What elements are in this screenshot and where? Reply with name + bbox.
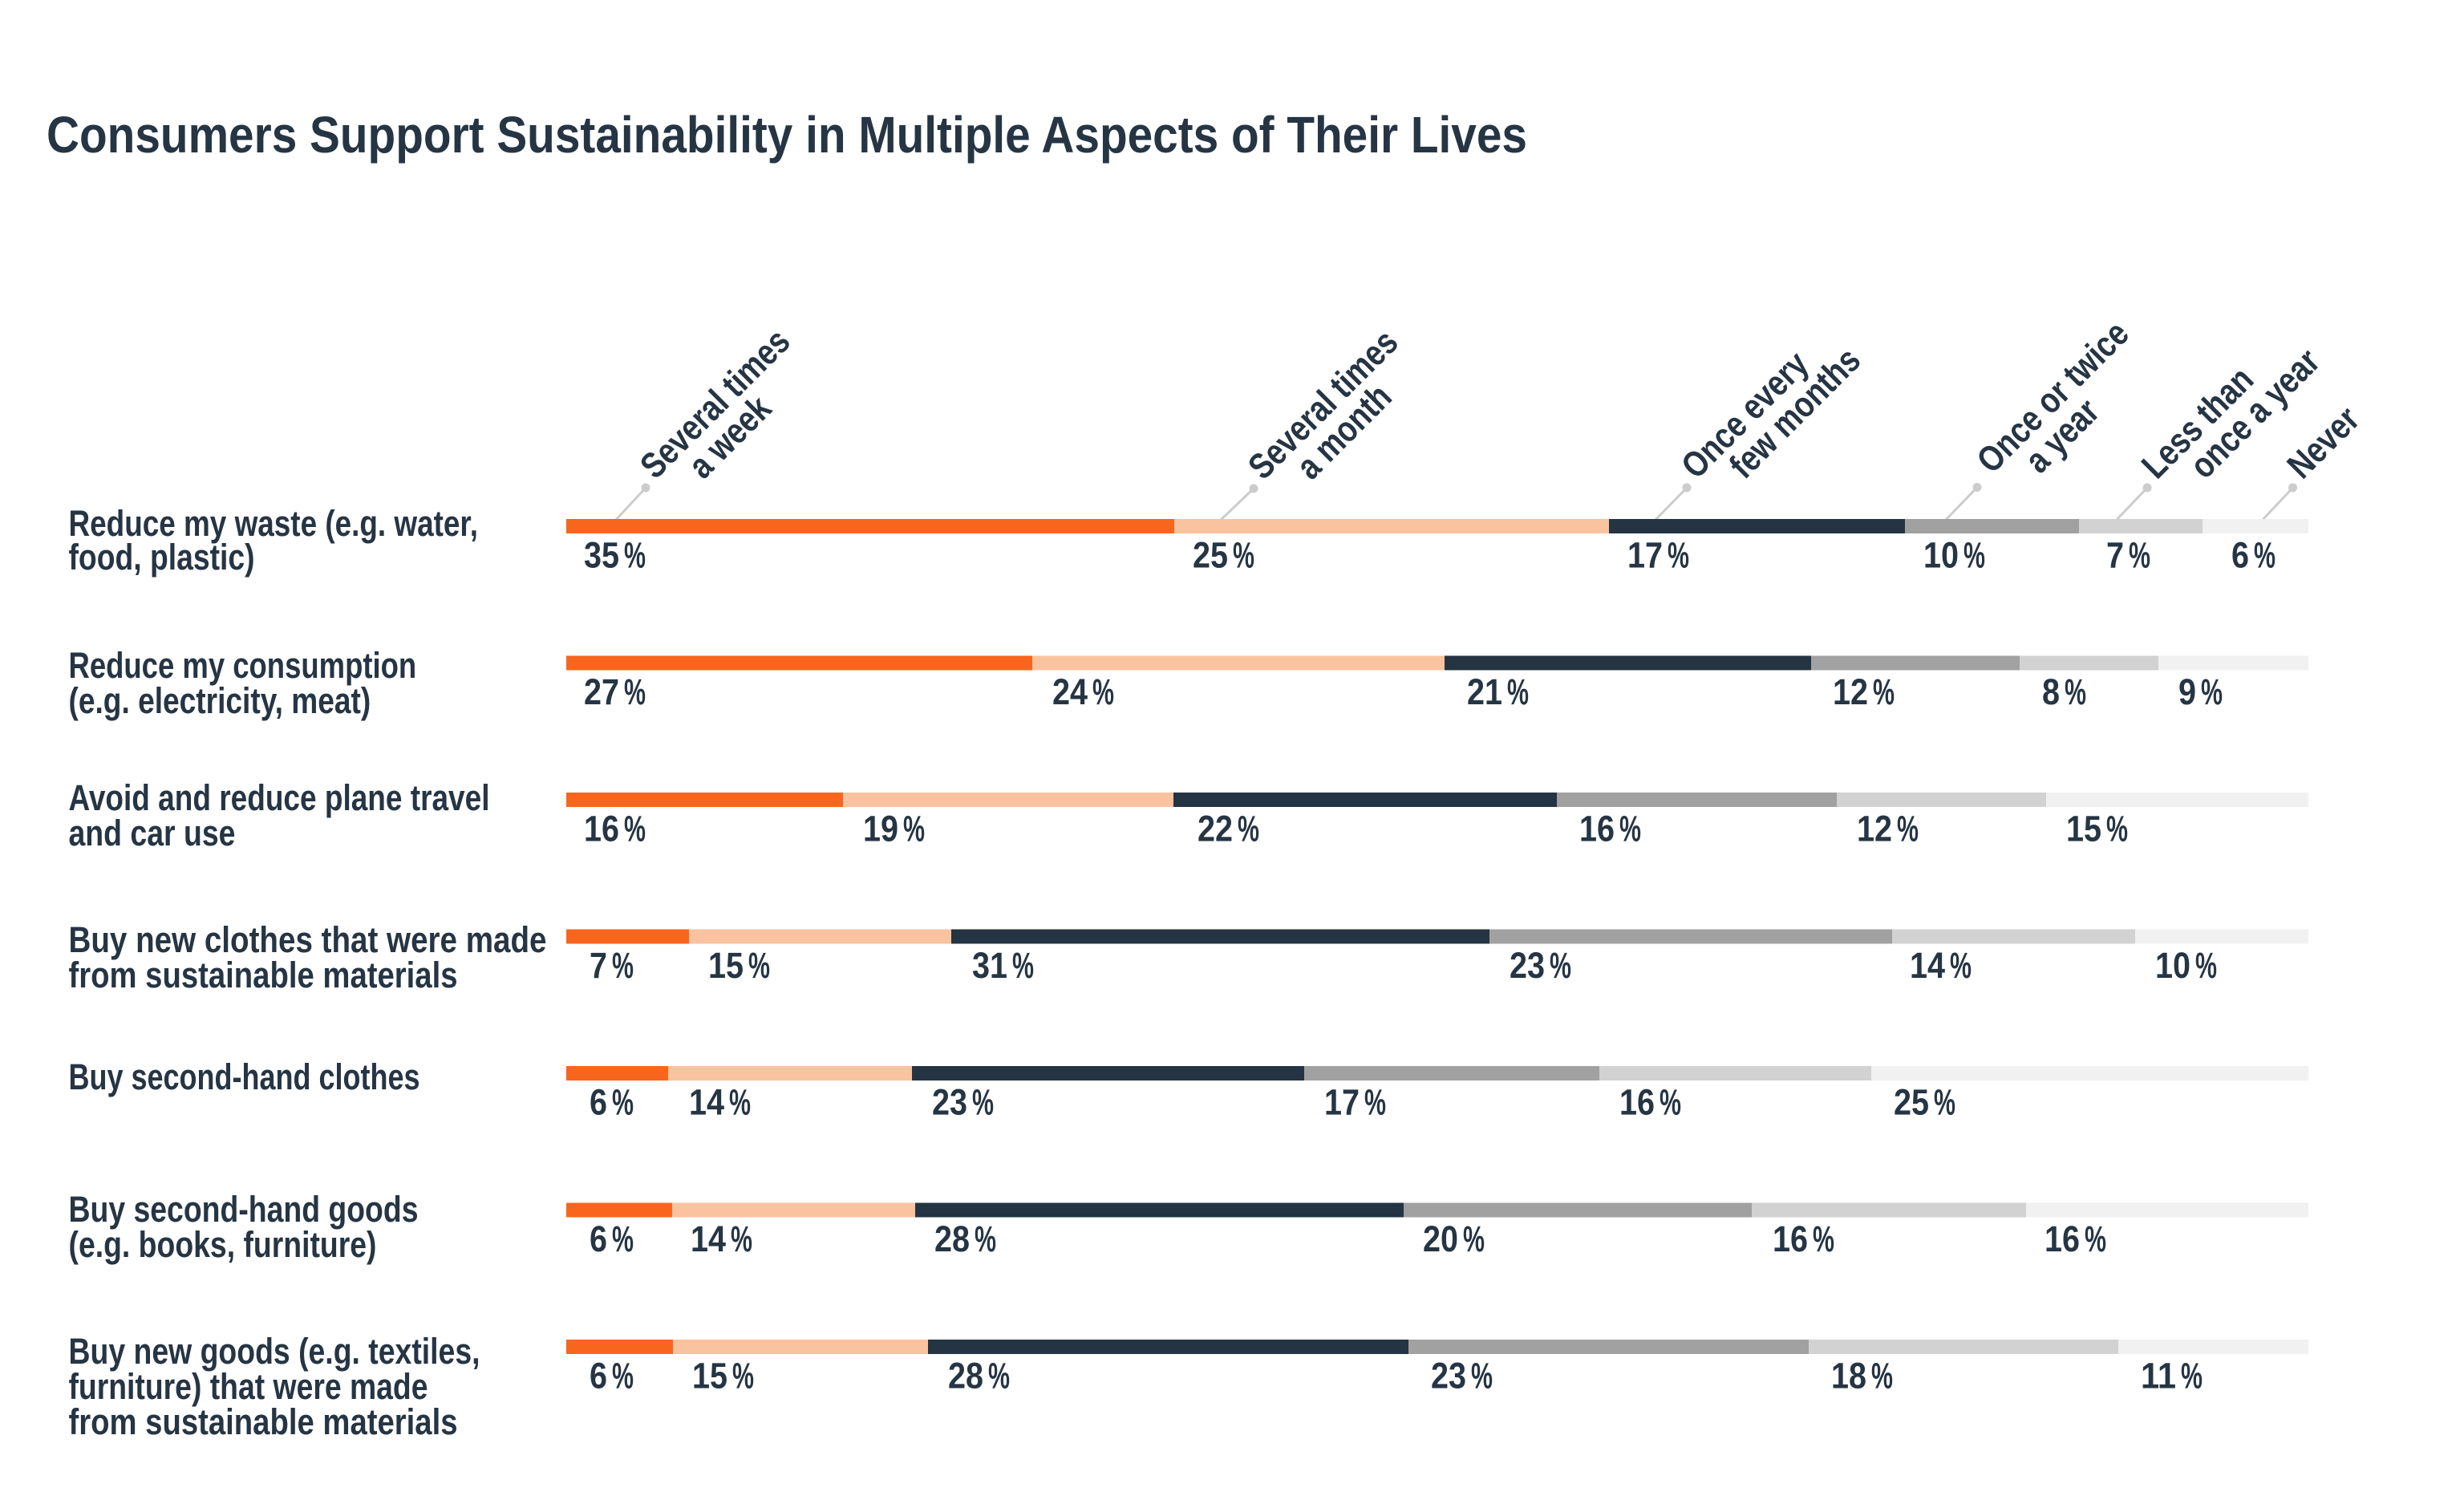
svg-text:25%: 25% xyxy=(1894,1081,1955,1122)
svg-text:Buy second-hand clothes: Buy second-hand clothes xyxy=(69,1056,420,1097)
svg-text:Buy new goods (e.g. textiles,: Buy new goods (e.g. textiles, xyxy=(69,1331,480,1372)
svg-text:14%: 14% xyxy=(1910,945,1972,986)
svg-text:6%: 6% xyxy=(2231,534,2276,575)
svg-text:7%: 7% xyxy=(590,945,634,986)
svg-text:16%: 16% xyxy=(1619,1081,1681,1122)
svg-text:31%: 31% xyxy=(972,945,1034,986)
svg-text:20%: 20% xyxy=(1423,1218,1485,1259)
svg-text:16%: 16% xyxy=(584,808,646,849)
svg-text:18%: 18% xyxy=(1831,1355,1893,1396)
svg-text:12%: 12% xyxy=(1833,671,1895,712)
svg-text:from sustainable materials: from sustainable materials xyxy=(69,1401,458,1442)
svg-text:21%: 21% xyxy=(1467,671,1529,712)
svg-text:28%: 28% xyxy=(948,1355,1010,1396)
svg-text:10%: 10% xyxy=(2155,945,2217,986)
svg-text:24%: 24% xyxy=(1052,671,1114,712)
svg-text:from sustainable materials: from sustainable materials xyxy=(69,955,458,995)
svg-text:8%: 8% xyxy=(2042,671,2086,712)
svg-text:6%: 6% xyxy=(590,1355,634,1396)
svg-text:16%: 16% xyxy=(1579,808,1641,849)
svg-text:15%: 15% xyxy=(708,945,770,986)
svg-text:35%: 35% xyxy=(584,534,646,575)
svg-text:Buy new clothes that were made: Buy new clothes that were made xyxy=(69,919,547,960)
svg-text:14%: 14% xyxy=(691,1218,752,1259)
svg-text:17%: 17% xyxy=(1324,1081,1386,1122)
svg-text:27%: 27% xyxy=(584,671,646,712)
svg-text:16%: 16% xyxy=(2045,1218,2106,1259)
svg-text:Consumers Support Sustainabili: Consumers Support Sustainability in Mult… xyxy=(47,106,1527,164)
svg-text:7%: 7% xyxy=(2106,534,2150,575)
svg-text:12%: 12% xyxy=(1857,808,1919,849)
svg-text:25%: 25% xyxy=(1193,534,1254,575)
svg-text:food, plastic): food, plastic) xyxy=(69,537,255,578)
svg-text:17%: 17% xyxy=(1627,534,1689,575)
svg-text:15%: 15% xyxy=(2066,808,2128,849)
svg-text:6%: 6% xyxy=(590,1218,634,1259)
svg-text:10%: 10% xyxy=(1923,534,1985,575)
svg-text:23%: 23% xyxy=(1431,1355,1493,1396)
svg-text:23%: 23% xyxy=(932,1081,994,1122)
svg-text:9%: 9% xyxy=(2178,671,2223,712)
svg-text:Buy second-hand goods: Buy second-hand goods xyxy=(69,1189,419,1230)
svg-text:23%: 23% xyxy=(1510,945,1571,986)
svg-text:Avoid and reduce plane travel: Avoid and reduce plane travel xyxy=(69,777,490,818)
svg-text:(e.g. electricity, meat): (e.g. electricity, meat) xyxy=(69,680,371,721)
svg-text:Reduce my consumption: Reduce my consumption xyxy=(69,645,417,686)
svg-text:(e.g. books, furniture): (e.g. books, furniture) xyxy=(69,1224,377,1265)
svg-text:6%: 6% xyxy=(590,1081,634,1122)
svg-text:14%: 14% xyxy=(689,1081,751,1122)
svg-text:Reduce my waste (e.g. water,: Reduce my waste (e.g. water, xyxy=(69,503,479,544)
svg-text:28%: 28% xyxy=(934,1218,996,1259)
svg-text:19%: 19% xyxy=(863,808,925,849)
svg-text:15%: 15% xyxy=(692,1355,754,1396)
svg-text:16%: 16% xyxy=(1773,1218,1834,1259)
svg-text:furniture) that were made: furniture) that were made xyxy=(69,1366,428,1407)
svg-text:22%: 22% xyxy=(1198,808,1259,849)
svg-text:and car use: and car use xyxy=(69,813,236,853)
svg-text:11%: 11% xyxy=(2141,1355,2203,1396)
